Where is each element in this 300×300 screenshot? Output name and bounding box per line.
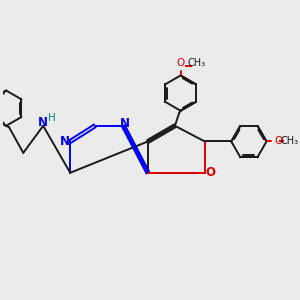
Text: O: O	[176, 58, 185, 68]
Text: CH₃: CH₃	[187, 58, 205, 68]
Text: N: N	[60, 135, 70, 148]
Text: H: H	[48, 113, 56, 123]
Text: O: O	[274, 136, 283, 146]
Text: N: N	[38, 116, 48, 130]
Text: O: O	[206, 166, 215, 179]
Text: N: N	[120, 117, 130, 130]
Text: CH₃: CH₃	[280, 136, 298, 146]
